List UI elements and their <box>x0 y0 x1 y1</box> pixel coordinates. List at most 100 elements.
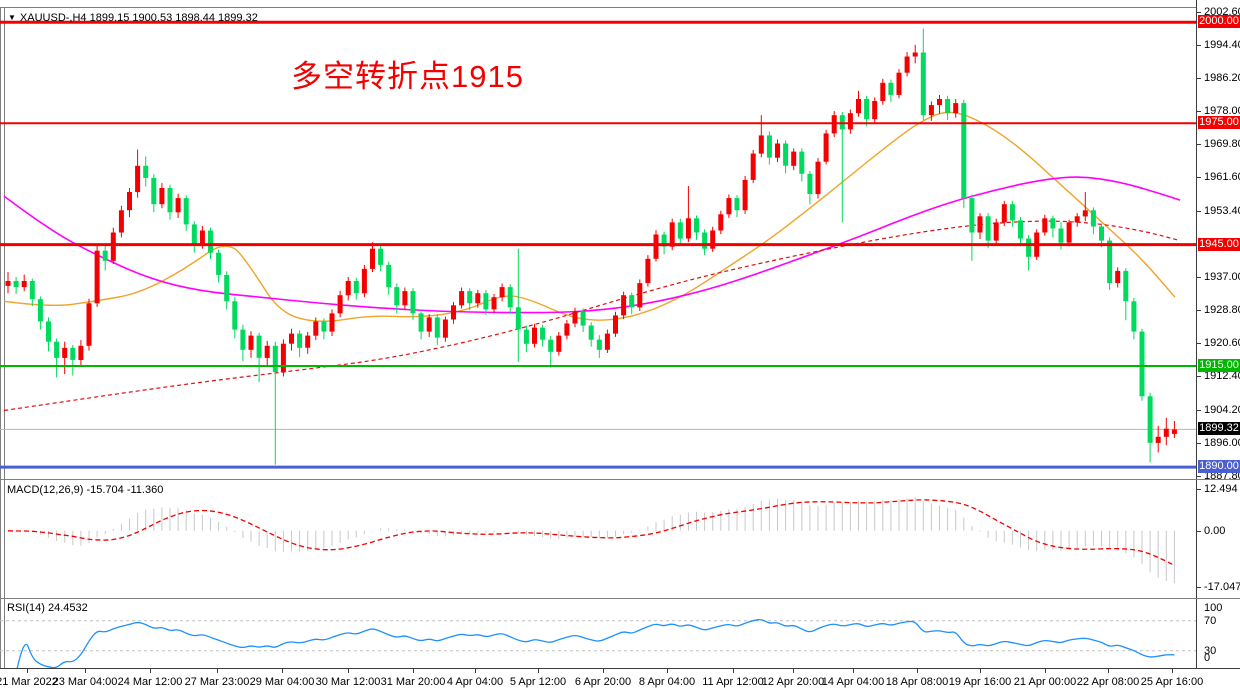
time-tick-label: 12 Apr 20:00 <box>761 676 825 688</box>
plot-left-border <box>4 7 5 668</box>
price-line-badge: 1899.32 <box>1198 422 1240 435</box>
time-tick-label: 24 Mar 12:00 <box>117 676 183 688</box>
annotation-pivot-text: 多空转折点1915 <box>291 59 524 94</box>
price-line-badge: 2000.00 <box>1198 15 1240 28</box>
time-tick-mark <box>853 669 854 673</box>
time-tick-mark <box>282 669 283 673</box>
time-tick-label: 25 Apr 16:00 <box>1140 676 1204 688</box>
time-tick-label: 31 Mar 20:00 <box>380 676 446 688</box>
time-tick-mark <box>475 669 476 673</box>
price-tick-mark <box>1197 111 1201 112</box>
price-tick-mark <box>1197 443 1201 444</box>
price-tick-mark <box>1197 12 1201 13</box>
time-tick-label: 4 Apr 04:00 <box>446 676 504 688</box>
time-tick-label: 21 Mar 2022 <box>0 676 58 688</box>
price-tick-label: 1920.60 <box>1204 337 1240 349</box>
price-tick-mark <box>1197 277 1201 278</box>
rsi-tick-label: 100 <box>1204 602 1223 614</box>
chart-title: ▼ XAUUSD-,H4 1899.15 1900.53 1898.44 1899… <box>8 12 258 24</box>
rsi-tick-label: 0 <box>1204 652 1211 664</box>
rsi-value: 24.4532 <box>44 602 88 614</box>
time-tick-label: 22 Apr 08:00 <box>1076 676 1140 688</box>
ma-fast-orange <box>3 111 1176 322</box>
time-tick-mark <box>1045 669 1046 673</box>
macd-tick-label: 12.494 <box>1204 483 1238 495</box>
macd-values: -15.704 -11.360 <box>83 484 164 496</box>
price-line-badge: 1945.00 <box>1198 238 1240 251</box>
time-tick-label: 18 Apr 08:00 <box>885 676 949 688</box>
ma-mid-magenta <box>3 176 1181 314</box>
time-tick-label: 30 Mar 12:00 <box>315 676 381 688</box>
time-tick-label: 27 Mar 23:00 <box>184 676 250 688</box>
time-tick-mark <box>793 669 794 673</box>
time-tick-mark <box>980 669 981 673</box>
time-tick-label: 5 Apr 12:00 <box>509 676 567 688</box>
price-tick-mark <box>1197 310 1201 311</box>
time-tick-label: 23 Mar 04:00 <box>52 676 118 688</box>
window-top-border <box>0 7 1240 8</box>
macd-tick-mark <box>1197 489 1201 490</box>
time-tick-label: 8 Apr 04:00 <box>638 676 696 688</box>
price-line-badge: 1890.00 <box>1198 460 1240 473</box>
price-tick-label: 1994.40 <box>1204 39 1240 51</box>
time-tick-mark <box>733 669 734 673</box>
macd-tick-label: -17.047 <box>1204 581 1240 593</box>
macd-tick-mark <box>1197 587 1201 588</box>
price-tick-mark <box>1197 144 1201 145</box>
price-tick-mark <box>1197 45 1201 46</box>
price-tick-label: 1986.20 <box>1204 72 1240 84</box>
time-tick-label: 14 Apr 04:00 <box>821 676 885 688</box>
price-tick-mark <box>1197 343 1201 344</box>
time-tick-mark <box>413 669 414 673</box>
rsi-indicator-canvas[interactable] <box>0 599 1196 668</box>
price-tick-label: 1904.20 <box>1204 404 1240 416</box>
price-tick-label: 1961.60 <box>1204 171 1240 183</box>
ma-slow-red <box>3 220 1181 412</box>
time-tick-label: 19 Apr 16:00 <box>948 676 1012 688</box>
price-tick-label: 1978.00 <box>1204 105 1240 117</box>
macd-label: MACD(12,26,9) -15.704 -11.360 <box>7 484 164 496</box>
price-tick-label: 1912.40 <box>1204 370 1240 382</box>
macd-indicator-canvas[interactable] <box>0 481 1196 598</box>
price-tick-mark <box>1197 476 1201 477</box>
price-tick-label: 1896.00 <box>1204 437 1240 449</box>
time-tick-label: 6 Apr 20:00 <box>574 676 632 688</box>
time-tick-mark <box>27 669 28 673</box>
time-tick-mark <box>217 669 218 673</box>
time-tick-mark <box>538 669 539 673</box>
chart-title-text: XAUUSD-,H4 1899.15 1900.53 1898.44 1899.… <box>19 12 258 24</box>
price-tick-mark <box>1197 376 1201 377</box>
panel-separator[interactable] <box>0 479 1240 480</box>
macd-tick-mark <box>1197 531 1201 532</box>
macd-tick-label: 0.00 <box>1204 525 1226 537</box>
symbol-dropdown-icon[interactable]: ▼ <box>8 13 16 22</box>
time-tick-mark <box>603 669 604 673</box>
rsi-tick-label: 30 <box>1204 645 1217 657</box>
price-tick-label: 1953.40 <box>1204 205 1240 217</box>
price-line-badge: 1975.00 <box>1198 116 1240 129</box>
time-tick-mark <box>1108 669 1109 673</box>
price-tick-label: 1928.80 <box>1204 304 1240 316</box>
time-tick-mark <box>150 669 151 673</box>
price-tick-mark <box>1197 177 1201 178</box>
rsi-line <box>16 618 1175 668</box>
time-tick-mark <box>917 669 918 673</box>
time-tick-label: 29 Mar 04:00 <box>249 676 315 688</box>
time-tick-label: 11 Apr 12:00 <box>702 676 764 688</box>
price-tick-label: 1937.00 <box>1204 271 1240 283</box>
price-axis[interactable]: 2002.60 1994.40 1986.20 1978.00 1969.80 1961.… <box>1196 0 1240 668</box>
price-tick-mark <box>1197 78 1201 79</box>
time-tick-label: 21 Apr 00:00 <box>1013 676 1077 688</box>
window-left-border <box>0 7 1 692</box>
time-tick-mark <box>85 669 86 673</box>
price-tick-mark <box>1197 211 1201 212</box>
time-axis[interactable]: 21 Mar 2022 23 Mar 04:00 24 Mar 12:00 27 Ma… <box>0 668 1240 692</box>
price-line-badge: 1915.00 <box>1198 359 1240 372</box>
rsi-tick-label: 70 <box>1204 615 1217 627</box>
main-price-chart-canvas[interactable] <box>0 8 1196 478</box>
price-tick-label: 1969.80 <box>1204 138 1240 150</box>
time-tick-mark <box>1172 669 1173 673</box>
rsi-label: RSI(14) 24.4532 <box>7 602 88 614</box>
panel-separator[interactable] <box>0 598 1240 599</box>
